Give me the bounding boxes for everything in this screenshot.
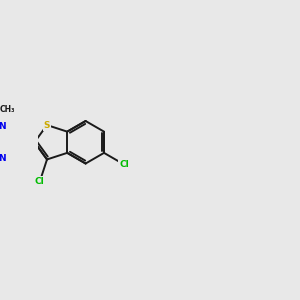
Text: N: N (0, 154, 6, 163)
Text: S: S (44, 121, 50, 130)
Text: Cl: Cl (119, 160, 129, 169)
Text: Cl: Cl (35, 177, 45, 186)
Text: N: N (0, 122, 6, 131)
Text: CH₃: CH₃ (0, 105, 15, 114)
